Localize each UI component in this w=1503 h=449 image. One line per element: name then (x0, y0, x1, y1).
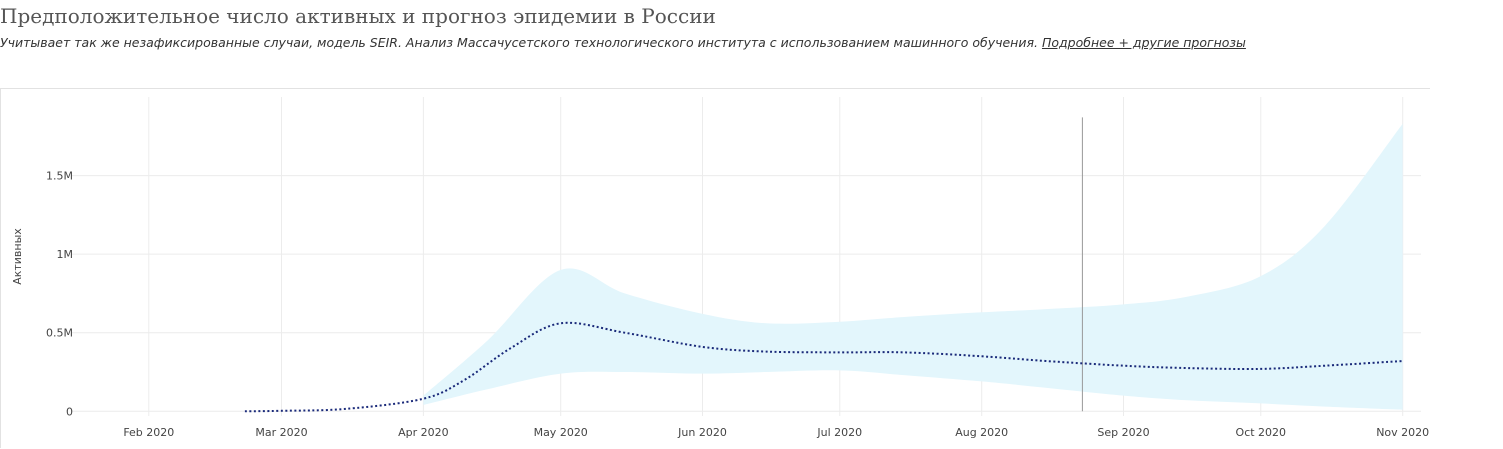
axes: Feb 2020 Mar 2020 Apr 2020 May 2020 Jun 2020… (11, 170, 1429, 439)
chart-container: Feb 2020 Mar 2020 Apr 2020 May 2020 Jun 2020… (0, 88, 1430, 448)
confidence-band-layer (423, 123, 1403, 410)
x-tick-label-7: Sep 2020 (1097, 426, 1149, 439)
x-tick-label-0: Feb 2020 (123, 426, 174, 439)
page-subtitle: Учитывает так же незафиксированные случа… (0, 35, 1246, 50)
y-tick-label-1: 0.5M (46, 327, 73, 340)
more-forecasts-link[interactable]: Подробнее + другие прогнозы (1041, 35, 1246, 50)
y-tick-label-3: 1.5M (46, 170, 73, 183)
x-tick-label-8: Oct 2020 (1236, 426, 1287, 439)
x-tick-label-2: Apr 2020 (398, 426, 449, 439)
subtitle-text: Учитывает так же незафиксированные случа… (0, 35, 1038, 50)
x-tick-label-6: Aug 2020 (955, 426, 1008, 439)
x-tick-label-3: May 2020 (534, 426, 588, 439)
x-tick-label-1: Mar 2020 (255, 426, 307, 439)
page-title: Предположительное число активных и прогн… (0, 4, 716, 28)
x-tick-label-5: Jul 2020 (816, 426, 862, 439)
confidence-band (423, 123, 1403, 410)
epidemic-chart[interactable]: Feb 2020 Mar 2020 Apr 2020 May 2020 Jun 2020… (1, 89, 1431, 449)
x-tick-label-9: Nov 2020 (1376, 426, 1429, 439)
x-tick-label-4: Jun 2020 (677, 426, 727, 439)
y-tick-label-2: 1M (57, 248, 74, 261)
y-tick-label-0: 0 (66, 405, 73, 418)
y-axis-title: Активных (11, 228, 24, 285)
